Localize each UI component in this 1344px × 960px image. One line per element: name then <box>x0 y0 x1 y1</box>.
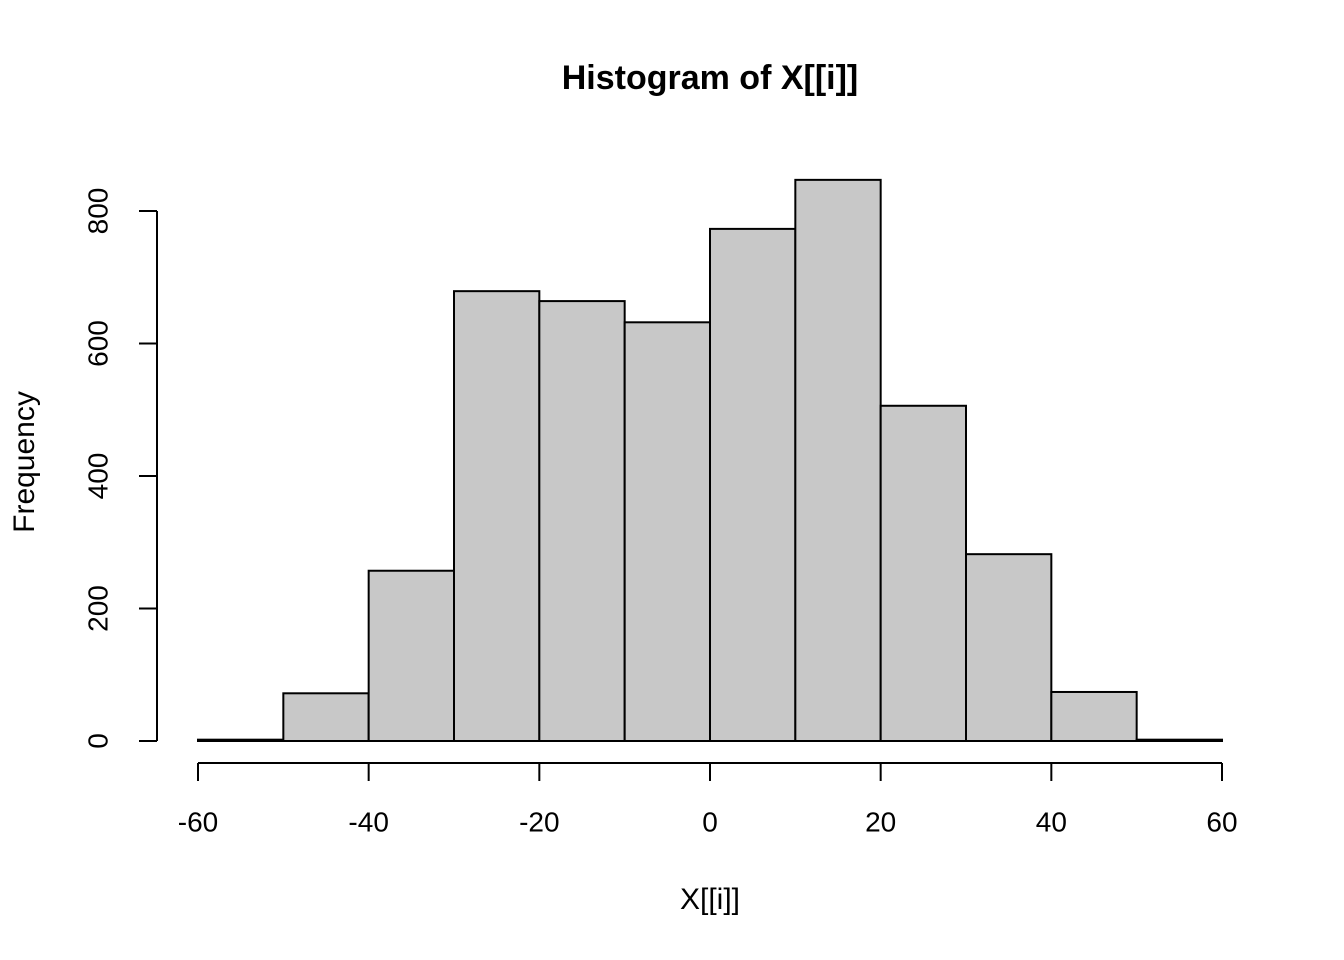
bar <box>1050 690 1138 742</box>
x-tick-label: 40 <box>1036 806 1067 837</box>
x-tick-label: -40 <box>348 806 388 837</box>
y-tick-label: 800 <box>82 188 113 235</box>
x-tick-label: 60 <box>1206 806 1237 837</box>
x-axis-label: X[[i]] <box>680 883 740 916</box>
bar <box>879 404 968 742</box>
chart-title: Histogram of X[[i]] <box>562 59 859 97</box>
bar <box>709 227 797 742</box>
bar <box>282 692 370 742</box>
y-tick-label: 600 <box>82 320 113 367</box>
x-tick-label: -60 <box>178 806 218 837</box>
bar <box>367 569 455 742</box>
bar <box>538 300 626 742</box>
x-tick-label: 20 <box>865 806 896 837</box>
y-tick-label: 0 <box>82 733 113 749</box>
bar <box>623 321 712 742</box>
y-axis-label: Frequency <box>8 391 41 533</box>
bar <box>1135 738 1223 742</box>
x-tick-label: 0 <box>702 806 718 837</box>
x-tick-label: -20 <box>519 806 559 837</box>
bar <box>197 738 285 742</box>
y-tick-label: 200 <box>82 585 113 632</box>
y-tick-label: 400 <box>82 453 113 500</box>
bar <box>965 553 1053 742</box>
bar <box>453 290 541 742</box>
bar <box>794 178 882 743</box>
